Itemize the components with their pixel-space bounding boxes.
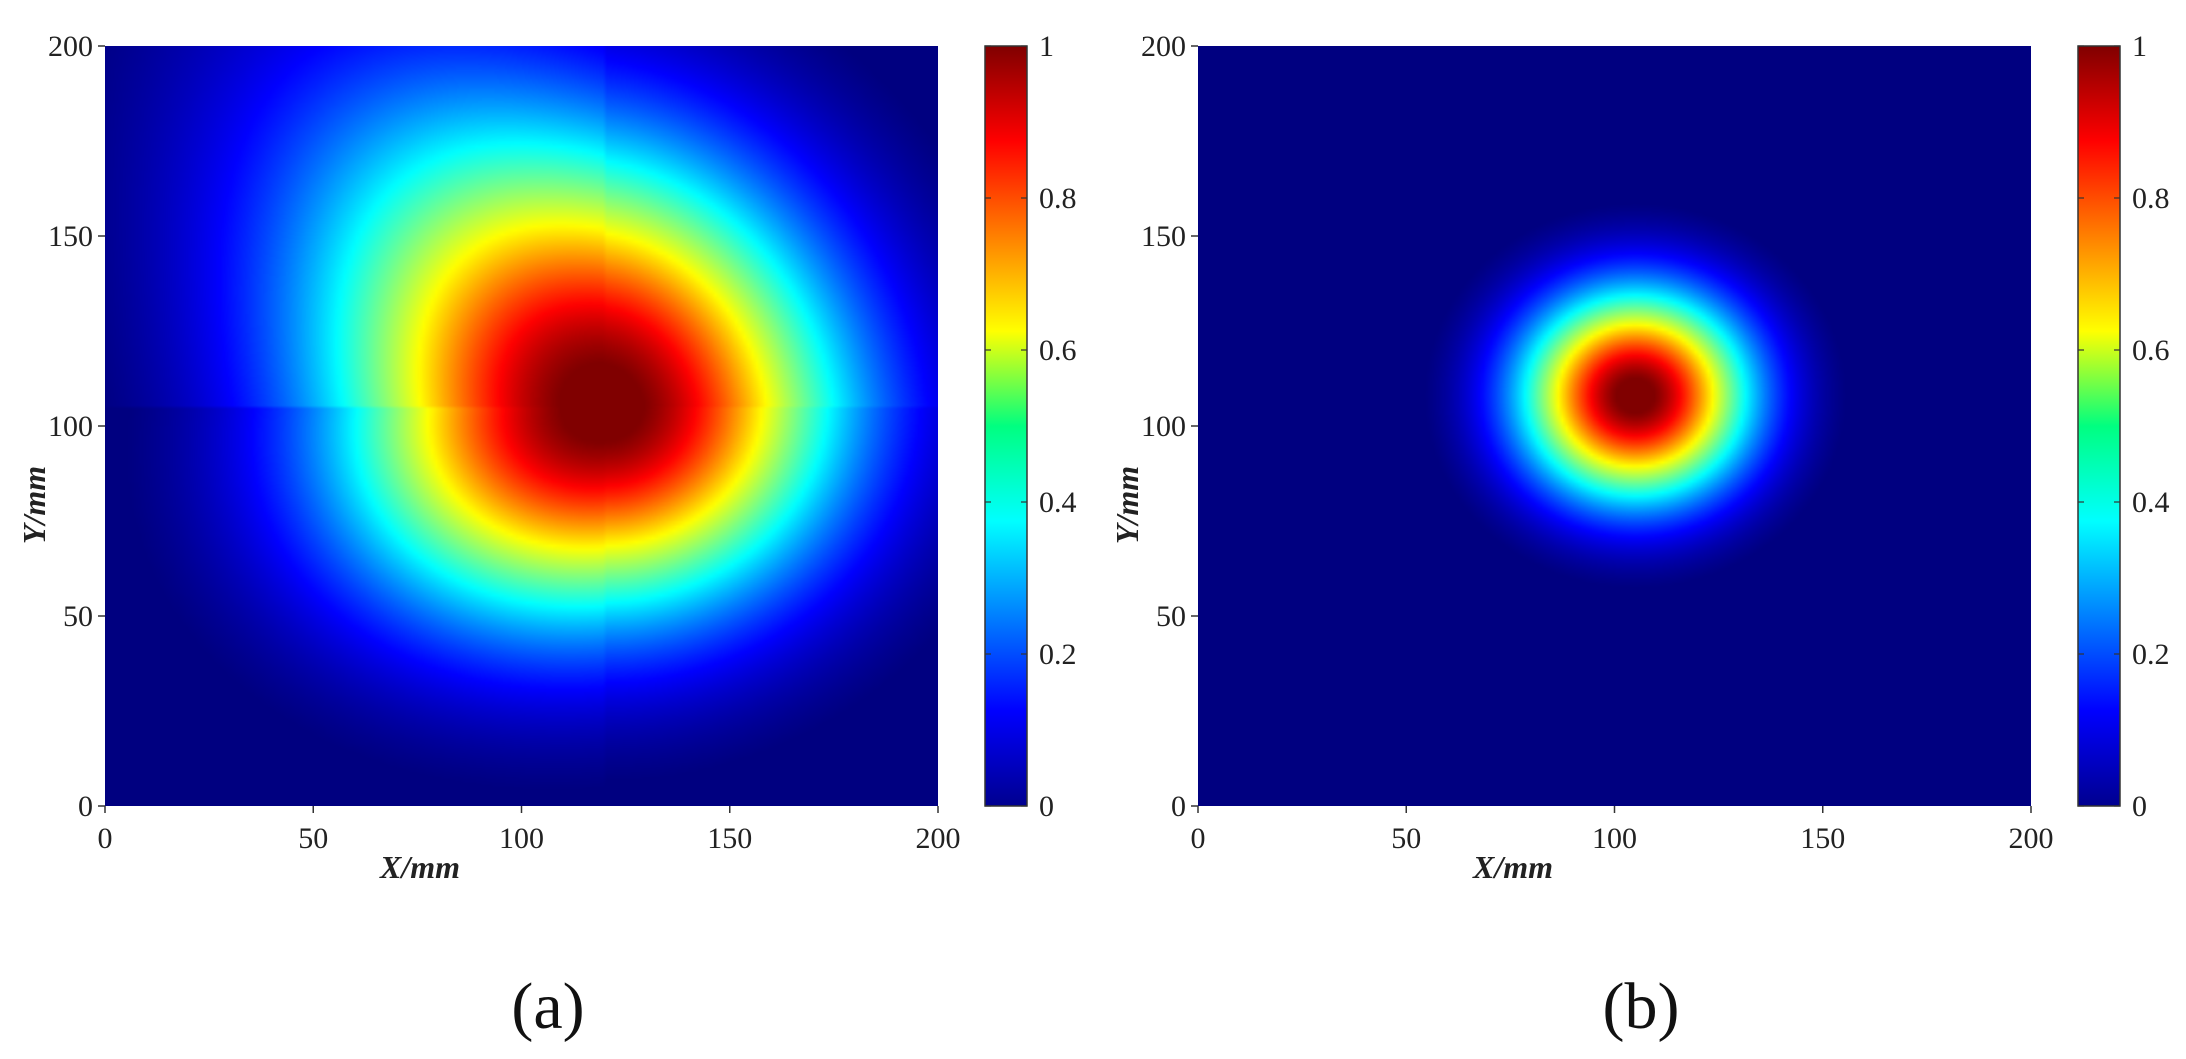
heatmap-image xyxy=(1198,46,2031,806)
y-tick-label: 150 xyxy=(1141,220,1186,253)
x-tick-label: 50 xyxy=(1391,822,1421,855)
x-tick-label: 150 xyxy=(1800,822,1845,855)
y-tick-label: 150 xyxy=(48,220,93,253)
y-axis: 0 50 100 150 200 xyxy=(48,30,105,823)
colorbar-tick-label: 0 xyxy=(2132,790,2147,823)
colorbar-tick-label: 0.4 xyxy=(2132,486,2170,519)
colorbar-ticks: 0 0.2 0.4 0.6 0.8 1 xyxy=(2078,30,2170,823)
x-tick-label: 100 xyxy=(1592,822,1637,855)
plot-area xyxy=(105,46,938,806)
colorbar-tick-label: 0.4 xyxy=(1039,486,1077,519)
y-tick-label: 0 xyxy=(1171,790,1186,823)
colorbar-tick-label: 0.2 xyxy=(2132,638,2170,671)
x-tick-label: 200 xyxy=(916,822,961,855)
colorbar-tick-label: 0.2 xyxy=(1039,638,1077,671)
x-axis: 0 50 100 150 200 xyxy=(98,806,961,855)
x-tick-label: 200 xyxy=(2009,822,2054,855)
panel-label: (a) xyxy=(511,970,584,1043)
colorbar: 0 0.2 0.4 0.6 0.8 1 xyxy=(2077,30,2170,823)
x-axis-label: X/mm xyxy=(1472,849,1553,885)
colorbar-tick-label: 1 xyxy=(2132,30,2147,63)
y-axis-label: Y/mm xyxy=(16,466,52,544)
heatmap-panel-b: 0 50 100 150 200 0 50 100 150 200 X/mm Y/mm 0 0.2… xyxy=(1109,30,2170,1043)
colorbar-tick-label: 1 xyxy=(1039,30,1054,63)
x-tick-label: 0 xyxy=(98,822,113,855)
colorbar-ticks: 0 0.2 0.4 0.6 0.8 1 xyxy=(985,30,1077,823)
x-tick-label: 150 xyxy=(707,822,752,855)
y-tick-label: 200 xyxy=(1141,30,1186,63)
y-tick-label: 50 xyxy=(1156,600,1186,633)
colorbar-gradient xyxy=(984,45,1028,807)
y-tick-label: 50 xyxy=(63,600,93,633)
y-axis: 0 50 100 150 200 xyxy=(1141,30,1198,823)
y-tick-label: 100 xyxy=(1141,410,1186,443)
heatmap-image xyxy=(105,46,938,806)
colorbar: 0 0.2 0.4 0.6 0.8 1 xyxy=(984,30,1077,823)
panel-label: (b) xyxy=(1603,970,1680,1043)
colorbar-tick-label: 0.6 xyxy=(1039,334,1077,367)
colorbar-tick-label: 0.6 xyxy=(2132,334,2170,367)
colorbar-gradient xyxy=(2077,45,2121,807)
heatmap-panel-a: 0 50 100 150 200 0 50 100 150 200 X/mm Y/mm 0 0.2… xyxy=(16,30,1077,1043)
plot-area xyxy=(1198,46,2031,806)
y-tick-label: 200 xyxy=(48,30,93,63)
colorbar-tick-label: 0.8 xyxy=(2132,182,2170,215)
colorbar-tick-label: 0.8 xyxy=(1039,182,1077,215)
x-tick-label: 0 xyxy=(1191,822,1206,855)
colorbar-tick-label: 0 xyxy=(1039,790,1054,823)
y-tick-label: 100 xyxy=(48,410,93,443)
y-tick-label: 0 xyxy=(78,790,93,823)
x-axis: 0 50 100 150 200 xyxy=(1191,806,2054,855)
x-axis-label: X/mm xyxy=(379,849,460,885)
y-axis-label: Y/mm xyxy=(1109,466,1145,544)
x-tick-label: 100 xyxy=(499,822,544,855)
x-tick-label: 50 xyxy=(298,822,328,855)
